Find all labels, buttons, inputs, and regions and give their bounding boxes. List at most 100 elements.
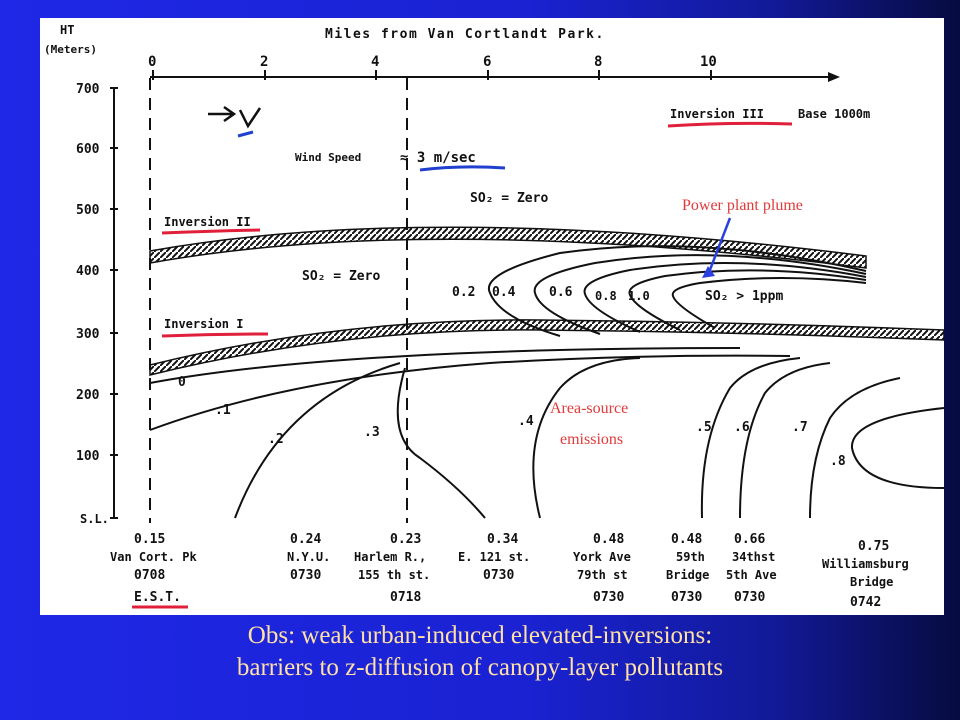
y-axis-title-units: (Meters) (44, 43, 97, 56)
inversion-2-underline (161, 228, 261, 235)
station-street: 155 th st. (358, 568, 430, 582)
station-value: 0.66 (734, 532, 765, 547)
plume-contours (487, 245, 867, 337)
power-plant-arrow (706, 217, 732, 276)
power-plant-annotation: Power plant plume (682, 197, 803, 214)
station-street: 5th Ave (726, 568, 777, 582)
station-e121: 0.34 E. 121 st. 0730 (458, 532, 530, 583)
figure-panel: Miles from Van Cortlandt Park. 0 2 4 6 8… (40, 18, 944, 615)
surface-contours (149, 347, 944, 519)
station-name: E. 121 st. (458, 550, 530, 564)
station-time: 0730 (290, 568, 321, 583)
station-street: 79th st (577, 568, 628, 582)
station-time: 0730 (734, 590, 765, 605)
inversion-2-band (149, 226, 867, 269)
surface-contour-label: .6 (734, 420, 750, 435)
inversion-1-label: Inversion I (164, 317, 243, 331)
station-value: 0.24 (290, 532, 321, 547)
surface-contour-label: .2 (268, 432, 284, 447)
inversion-2-label: Inversion II (164, 215, 251, 229)
surface-contour-label: .1 (215, 403, 231, 418)
slide-caption: Obs: weak urban-induced elevated-inversi… (0, 620, 960, 684)
y-tick-label: 300 (76, 327, 100, 342)
y-tick-label: 600 (76, 142, 100, 157)
station-value: 0.23 (390, 532, 421, 547)
top-tick-label: 8 (594, 54, 602, 70)
station-name: York Ave (573, 550, 631, 564)
top-axis-ticks (152, 70, 712, 80)
y-tick-label: 400 (76, 264, 100, 279)
surface-contour-label: .5 (696, 420, 712, 435)
y-axis-ticks (110, 87, 118, 519)
plume-contour-label: 0.8 (595, 289, 617, 303)
station-york-ave: 0.48 York Ave 79th st 0730 (573, 532, 631, 605)
station-williamsburg: 0.75 Williamsburg Bridge 0742 (822, 539, 909, 610)
station-nyu: 0.24 N.Y.U. 0730 (287, 532, 330, 583)
surface-contour-label: .4 (518, 414, 534, 429)
surface-contour-label: .7 (792, 420, 808, 435)
station-extra: E.S.T. (134, 590, 181, 605)
plume-contour-label: 1.0 (628, 289, 650, 303)
y-axis-title: HT (60, 23, 74, 37)
station-value: 0.34 (487, 532, 518, 547)
top-tick-label: 0 (148, 54, 156, 70)
plume-contour-label: 0.4 (492, 285, 516, 300)
so2-max-label: SO₂ > 1ppm (705, 289, 783, 304)
station-time: 0708 (134, 568, 165, 583)
station-time: 0730 (593, 590, 624, 605)
so2-zero-upper: SO₂ = Zero (470, 191, 548, 206)
inversion-3-underline (667, 121, 793, 128)
station-name: 34thst (732, 550, 775, 564)
station-harlem: 0.23 Harlem R., 155 th st. 0718 (354, 532, 430, 605)
surface-contour-label: .8 (830, 454, 846, 469)
surface-contour-label: .3 (364, 425, 380, 440)
cross-section-diagram: Miles from Van Cortlandt Park. 0 2 4 6 8… (44, 23, 944, 610)
inversion-1-underline (161, 332, 269, 338)
station-value: 0.48 (593, 532, 624, 547)
inversion-1-band (149, 319, 944, 376)
station-time: 0742 (850, 595, 881, 610)
y-tick-label: 700 (76, 82, 100, 97)
station-34th-st: 0.66 34thst 5th Ave 0730 (726, 532, 777, 605)
top-tick-label: 6 (483, 54, 491, 70)
station-time: 0730 (671, 590, 702, 605)
area-source-annotation-line2: emissions (560, 431, 623, 448)
station-value: 0.15 (134, 532, 165, 547)
area-source-annotation-line1: Area-source (550, 400, 628, 417)
y-tick-label: 500 (76, 203, 100, 218)
station-name: Van Cort. Pk (110, 550, 197, 564)
station-name: 59th (676, 550, 705, 564)
top-tick-label: 2 (260, 54, 268, 70)
station-59th-bridge: 0.48 59th Bridge 0730 (666, 532, 709, 605)
plume-contour-label: 0.6 (549, 285, 573, 300)
y-tick-label: 200 (76, 388, 100, 403)
so2-zero-middle: SO₂ = Zero (302, 269, 380, 284)
surface-contour-label: 0 (178, 375, 186, 390)
station-name: N.Y.U. (287, 550, 330, 564)
top-tick-label: 10 (700, 54, 717, 70)
station-street: Bridge (666, 568, 709, 582)
wind-arrow-icon (208, 105, 262, 138)
plume-contour-label: 0.2 (452, 285, 475, 300)
station-van-cortlandt: 0.15 Van Cort. Pk 0708 E.S.T. (110, 532, 197, 609)
station-value: 0.48 (671, 532, 702, 547)
station-value: 0.75 (858, 539, 889, 554)
station-time: 0730 (483, 568, 514, 583)
wind-speed-underline (419, 165, 506, 172)
wind-speed-label: Wind Speed (295, 151, 361, 164)
y-tick-label: 100 (76, 449, 100, 464)
station-time: 0718 (390, 590, 421, 605)
wind-speed-value: ≈ 3 m/sec (400, 150, 476, 166)
station-name: Williamsburg (822, 557, 909, 571)
station-street: Bridge (850, 575, 893, 589)
y-tick-label: S.L. (80, 512, 109, 526)
caption-line-1: Obs: weak urban-induced elevated-inversi… (247, 622, 713, 649)
caption-line-2: barriers to z-diffusion of canopy-layer … (236, 654, 724, 681)
power-plant-arrow-icon (702, 266, 715, 278)
top-axis-arrow-icon (828, 72, 840, 82)
station-name: Harlem R., (354, 550, 426, 564)
top-tick-label: 4 (371, 54, 379, 70)
inversion-3-label: Inversion III (670, 107, 764, 121)
top-axis-title: Miles from Van Cortlandt Park. (325, 27, 605, 42)
inversion-3-base: Base 1000m (798, 107, 870, 121)
